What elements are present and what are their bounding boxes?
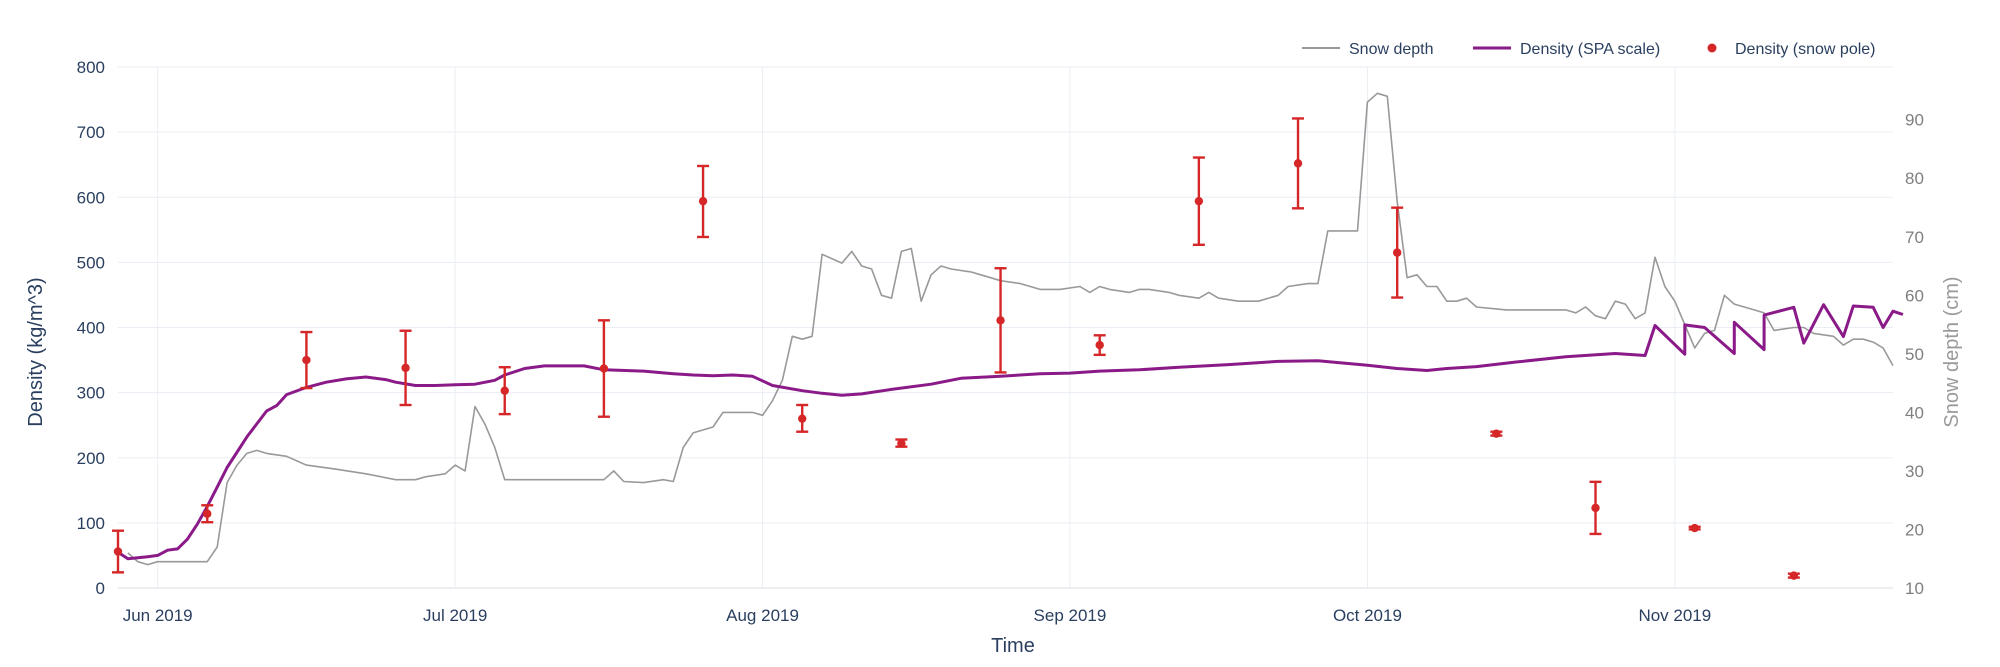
marker — [1194, 196, 1204, 206]
y-tick-label: 800 — [77, 58, 105, 77]
y-right-tick-label: 30 — [1905, 462, 1924, 481]
gridlines — [118, 66, 1893, 589]
marker — [302, 355, 311, 365]
y-axis-title-right: Snow depth (cm) — [1941, 276, 1963, 427]
series-line-density-spa — [117, 303, 1904, 561]
marker — [996, 316, 1005, 325]
data-point-density-snow-pole[interactable] — [597, 319, 610, 418]
legend-item-density-spa[interactable]: Density (SPA scale) — [1473, 41, 1660, 58]
y-tick-label: 600 — [77, 188, 105, 207]
legend-label-density-spa: Density (SPA scale) — [1520, 41, 1660, 58]
marker — [698, 196, 708, 206]
y-tick-label: 400 — [77, 319, 105, 338]
legend-swatch-density-snow-pole — [1707, 43, 1717, 53]
marker — [1591, 503, 1600, 513]
data-point-density-snow-pole[interactable] — [1490, 429, 1503, 438]
marker — [1392, 248, 1402, 257]
y-tick-label: 700 — [77, 123, 105, 142]
data-point-density-snow-pole[interactable] — [300, 330, 313, 390]
marker — [1492, 429, 1501, 438]
y-tick-label: 0 — [96, 579, 105, 598]
marker — [203, 509, 212, 518]
legend-label-density-snow-pole: Density (snow pole) — [1735, 41, 1876, 58]
marker — [1789, 571, 1799, 580]
marker — [1690, 523, 1699, 533]
y-right-tick-label: 20 — [1905, 520, 1924, 539]
y-right-tick-label: 90 — [1905, 111, 1924, 130]
plot-area — [112, 92, 1904, 580]
data-point-density-snow-pole[interactable] — [895, 438, 908, 448]
series-line-snow-depth — [127, 92, 1894, 566]
y-right-tick-label: 50 — [1905, 345, 1924, 364]
y-tick-label: 100 — [77, 514, 105, 533]
legend-label-snow-depth: Snow depth — [1349, 41, 1434, 58]
data-point-density-snow-pole[interactable] — [498, 366, 511, 416]
data-point-density-snow-pole[interactable] — [1292, 117, 1305, 210]
y-tick-label: 200 — [77, 449, 105, 468]
data-point-density-snow-pole[interactable] — [1093, 334, 1106, 357]
data-point-density-snow-pole[interactable] — [1787, 571, 1800, 580]
y-right-tick-label: 60 — [1905, 286, 1924, 305]
x-tick-label: Jul 2019 — [423, 606, 487, 625]
x-axis-title: Time — [991, 635, 1035, 657]
marker — [798, 414, 807, 423]
y-tick-label: 300 — [77, 384, 105, 403]
x-tick-label: Sep 2019 — [1034, 606, 1107, 625]
data-point-density-snow-pole[interactable] — [112, 529, 124, 574]
data-point-density-snow-pole[interactable] — [796, 403, 809, 433]
y-tick-label: 500 — [77, 253, 105, 272]
marker — [1095, 340, 1104, 350]
legend-item-snow-depth[interactable]: Snow depth — [1302, 41, 1434, 58]
marker — [897, 439, 906, 448]
y-right-tick-label: 10 — [1905, 579, 1924, 598]
x-tick-label: Nov 2019 — [1638, 606, 1711, 625]
x-tick-label: Aug 2019 — [726, 606, 799, 625]
data-point-density-snow-pole[interactable] — [399, 329, 412, 407]
x-tick-label: Jun 2019 — [123, 606, 193, 625]
y-right-tick-label: 40 — [1905, 403, 1924, 422]
marker — [1293, 159, 1303, 168]
data-point-density-snow-pole[interactable] — [697, 164, 710, 239]
data-point-density-snow-pole[interactable] — [1589, 480, 1602, 536]
data-point-density-snow-pole[interactable] — [1688, 523, 1701, 533]
marker — [401, 363, 410, 373]
x-tick-label: Oct 2019 — [1333, 606, 1402, 625]
legend[interactable]: Snow depth Density (SPA scale) Density (… — [1302, 41, 1876, 58]
data-point-density-snow-pole[interactable] — [1391, 206, 1404, 299]
y-right-tick-label: 80 — [1905, 169, 1924, 188]
legend-item-density-snow-pole[interactable]: Density (snow pole) — [1707, 41, 1876, 58]
data-point-density-snow-pole[interactable] — [1192, 156, 1205, 246]
marker — [599, 364, 609, 373]
y-axis-title-left: Density (kg/m^3) — [25, 277, 47, 426]
marker — [113, 547, 123, 556]
marker — [500, 386, 509, 395]
data-point-density-snow-pole[interactable] — [201, 504, 214, 524]
axes: 0 100 200 300 400 500 600 700 800 10 20 30 40 50 60 70 8… — [77, 58, 1924, 625]
data-point-density-snow-pole[interactable] — [994, 267, 1007, 374]
y-right-tick-label: 70 — [1905, 228, 1924, 247]
